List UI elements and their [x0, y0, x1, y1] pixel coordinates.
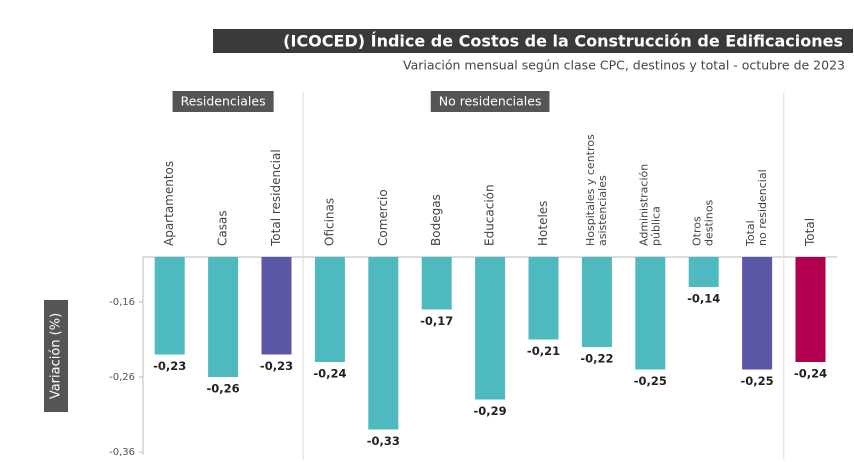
chart-title: (ICOCED) Índice de Costos de la Construc…	[283, 32, 843, 51]
x-tick-label: Hoteles	[536, 201, 550, 246]
x-tick-label: Total residencial	[269, 149, 283, 247]
value-label: -0,25	[741, 374, 774, 388]
x-tick-label: no residencial	[756, 169, 769, 246]
y-label-bg	[44, 300, 68, 412]
chart-subtitle: Variación mensual según clase CPC, desti…	[403, 58, 845, 73]
y-axis-label: Variación (%)	[49, 313, 64, 399]
x-tick-label: asistenciales	[596, 175, 609, 246]
x-tick-label: destinos	[703, 199, 716, 246]
bar	[154, 257, 185, 355]
x-tick-label: Total	[744, 220, 757, 247]
bar	[795, 257, 826, 362]
bar	[688, 257, 719, 287]
y-tick-label: -0,16	[109, 297, 135, 308]
bar	[581, 257, 612, 347]
x-tick-label: Comercio	[376, 189, 390, 246]
bar	[368, 257, 399, 430]
value-label: -0,21	[527, 344, 560, 358]
x-tick-label: Otros	[691, 216, 704, 246]
bar	[635, 257, 666, 370]
bar	[314, 257, 345, 362]
x-tick-label: Administración	[637, 164, 650, 246]
title-bg	[213, 29, 853, 53]
value-label: -0,24	[794, 367, 827, 381]
group-label-bg	[430, 91, 550, 112]
value-label: -0,26	[207, 382, 240, 396]
value-label: -0,23	[153, 359, 186, 373]
x-tick-label: Casas	[216, 210, 230, 246]
value-label: -0,14	[687, 292, 720, 306]
bar	[528, 257, 559, 340]
x-tick-label: Apartamentos	[162, 161, 176, 246]
value-label: -0,24	[313, 367, 346, 381]
bar	[421, 257, 452, 310]
y-tick-label: -0,36	[109, 447, 135, 458]
x-tick-label: Bodegas	[429, 194, 443, 246]
group-label: No residenciales	[439, 94, 542, 109]
x-tick-label: Educación	[483, 184, 497, 246]
x-tick-label: Oficinas	[322, 198, 336, 246]
value-label: -0,25	[634, 374, 667, 388]
group-label: Residenciales	[181, 94, 266, 109]
value-label: -0,29	[474, 404, 507, 418]
value-label: -0,17	[420, 314, 453, 328]
group-label-bg	[172, 91, 274, 112]
bar	[475, 257, 506, 400]
value-label: -0,23	[260, 359, 293, 373]
value-label: -0,22	[580, 352, 613, 366]
value-label: -0,33	[367, 434, 400, 448]
bar	[208, 257, 239, 377]
x-tick-label: Hospitales y centros	[584, 134, 597, 246]
bar	[742, 257, 773, 370]
bar	[261, 257, 292, 355]
y-tick-label: -0,26	[109, 372, 135, 383]
x-tick-label: pública	[649, 206, 662, 246]
x-tick-label: Total	[803, 218, 817, 247]
